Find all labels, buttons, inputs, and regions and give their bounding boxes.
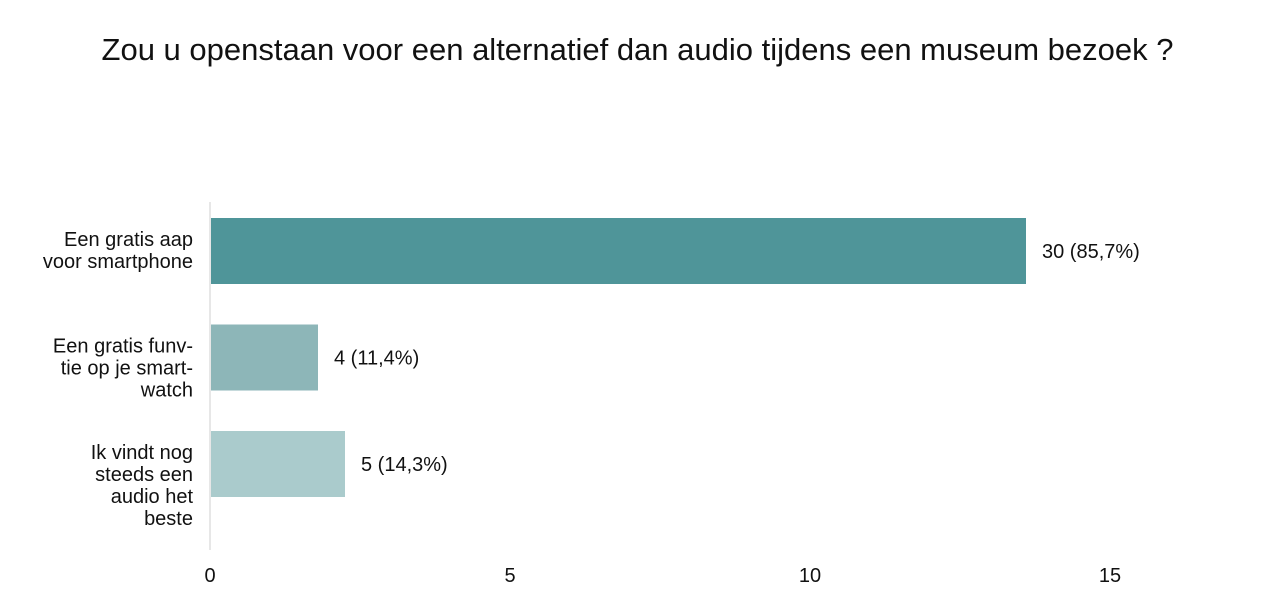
x-tick-label-15: 15 <box>1099 565 1121 587</box>
category-label-line: steeds een <box>95 464 193 486</box>
category-label-line: audio het <box>111 486 194 508</box>
category-label-line: watch <box>140 380 193 402</box>
category-label-line: beste <box>144 508 193 530</box>
category-label-line: tie op je smart- <box>61 358 193 380</box>
x-tick-label-10: 10 <box>799 565 821 587</box>
category-label-line: Een gratis funv- <box>53 336 193 358</box>
bar-1 <box>211 218 1026 284</box>
x-tick-label-0: 0 <box>204 565 215 587</box>
category-label-1: Een gratis aap voor smartphone <box>43 229 193 273</box>
category-label-line: voor smartphone <box>43 251 193 273</box>
x-tick-label-5: 5 <box>504 565 515 587</box>
value-label-2: 4 (11,4%) <box>334 348 419 370</box>
value-label-3: 5 (14,3%) <box>361 454 448 476</box>
value-label-1: 30 (85,7%) <box>1042 241 1140 263</box>
category-label-line: Ik vindt nog <box>91 442 193 464</box>
chart-title: Zou u openstaan voor een alternatief dan… <box>101 32 1174 67</box>
bar-2 <box>211 324 318 391</box>
category-label-2: Een gratis funv-tie op je smart-watch <box>53 336 193 402</box>
bar-3 <box>211 431 345 497</box>
category-label-line: Een gratis aap <box>64 229 193 251</box>
category-label-3: Ik vindt nog steeds een audio het beste <box>91 442 194 530</box>
